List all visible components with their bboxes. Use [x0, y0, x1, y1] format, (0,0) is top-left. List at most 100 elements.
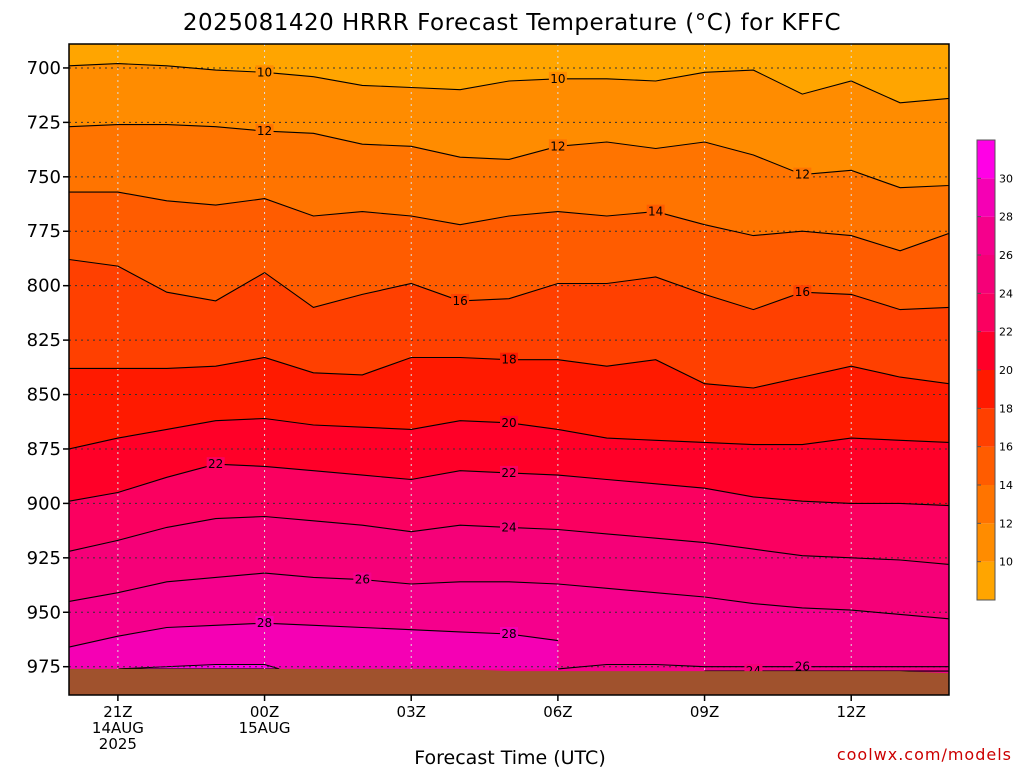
x-tick-label: 06Z — [543, 703, 572, 721]
contour-label-bg — [255, 65, 274, 79]
contour-label: 16 — [452, 294, 467, 308]
contour-label-bg — [793, 167, 812, 181]
temp-band-3 — [69, 192, 949, 310]
colorbar-bin — [977, 293, 995, 332]
y-tick-label: 925 — [27, 548, 61, 569]
contour-label: 14 — [648, 205, 663, 219]
contour-12 — [69, 124, 949, 189]
x-tick-label: 2025 — [99, 735, 137, 753]
contour-label-bg — [793, 285, 812, 299]
colorbar-bin — [977, 140, 995, 179]
temp-band-2 — [69, 124, 949, 251]
contour-label: 28 — [257, 616, 272, 630]
colorbar-tick-label: 30 — [999, 172, 1013, 185]
contour-label-bg — [500, 520, 518, 534]
contour-label: 28 — [501, 627, 516, 641]
colorbar-bin — [977, 561, 995, 600]
temp-band-1 — [69, 63, 949, 188]
x-tick-label: 00Z — [250, 703, 279, 721]
contour-label-bg — [500, 415, 518, 429]
colorbar-bin — [977, 408, 995, 447]
colorbar-bin — [977, 331, 995, 370]
chart-title: 2025081420 HRRR Forecast Temperature (°C… — [183, 10, 841, 36]
y-tick-label: 725 — [27, 112, 61, 133]
temp-band-7 — [69, 464, 949, 565]
temp-band-5 — [69, 357, 949, 449]
contour-label-bg — [500, 627, 518, 641]
colorbar-tick-label: 18 — [999, 402, 1013, 415]
colorbar-tick-label: 14 — [999, 479, 1013, 492]
contour-label: 22 — [501, 466, 516, 480]
colorbar: 10 12 14 16 18 20 22 24 26 28 30 — [976, 139, 1013, 601]
ground-surface — [69, 668, 949, 695]
temp-band-8 — [69, 516, 949, 619]
y-tick-label: 750 — [27, 167, 61, 188]
colorbar-tick-label: 22 — [999, 326, 1013, 339]
y-tick-label: 700 — [27, 58, 61, 79]
ground-layer — [69, 668, 949, 695]
colorbar-tick-label: 10 — [999, 556, 1013, 569]
contour-26 — [557, 663, 949, 670]
contour-26 — [69, 572, 949, 620]
plot-frame — [68, 43, 950, 696]
contour-label: 12 — [257, 124, 272, 138]
x-tick-label: 12Z — [837, 703, 866, 721]
y-tick-label: 950 — [27, 602, 61, 623]
contour-label-bg — [255, 124, 274, 138]
contour-28 — [69, 622, 558, 648]
contour-14 — [69, 191, 949, 252]
credit-text: coolwx.com/models — [837, 745, 1012, 764]
contour-label-bg — [646, 204, 665, 218]
x-tick-label: 21Z — [103, 703, 132, 721]
contour-label: 24 — [501, 520, 516, 534]
contour-label: 10 — [550, 72, 565, 86]
temp-band-6 — [69, 418, 949, 506]
temp-band-30-spot — [117, 664, 280, 670]
colorbar-bin — [977, 446, 995, 485]
contour-10 — [69, 63, 949, 104]
colorbar-tick-label: 26 — [999, 249, 1013, 262]
y-tick-label: 900 — [27, 493, 61, 514]
contour-label-bg — [500, 352, 518, 366]
x-tick-label: 03Z — [397, 703, 426, 721]
x-tick-label: 15AUG — [239, 719, 291, 737]
contour-label: 12 — [795, 168, 810, 182]
colorbar-tick-label: 28 — [999, 211, 1013, 224]
contour-label-bg — [451, 293, 470, 307]
contour-label-bg — [548, 139, 567, 153]
contour-label-bg — [206, 457, 225, 471]
x-tick-label: 14AUG — [92, 719, 144, 737]
contour-label-bg — [353, 572, 372, 586]
contour-label-bg — [255, 616, 274, 630]
contour-label: 12 — [550, 139, 565, 153]
y-tick-label: 975 — [27, 657, 61, 678]
temp-band-0 — [69, 44, 949, 103]
colorbar-tick-label: 12 — [999, 517, 1013, 530]
contour-label-bg — [500, 465, 518, 479]
temp-band-4 — [69, 259, 949, 388]
y-tick-label: 875 — [27, 439, 61, 460]
contour-label: 20 — [501, 416, 516, 430]
colorbar-tick-label: 24 — [999, 287, 1013, 300]
colorbar-bin — [977, 178, 995, 217]
y-axis: 700 725 750 775 800 825 850 875 900 925 950 975 — [27, 58, 69, 678]
y-tick-label: 775 — [27, 221, 61, 242]
colorbar-bin — [977, 370, 995, 409]
x-tick-label: 09Z — [690, 703, 719, 721]
y-tick-label: 825 — [27, 330, 61, 351]
contour-label: 26 — [355, 573, 370, 587]
x-axis-label: Forecast Time (UTC) — [414, 747, 605, 768]
temp-band-28-bubble — [69, 623, 558, 669]
contour-label: 26 — [795, 660, 810, 674]
contour-label: 22 — [208, 457, 223, 471]
contour-label: 18 — [501, 353, 516, 367]
y-tick-label: 850 — [27, 385, 61, 406]
colorbar-bin — [977, 216, 995, 255]
contour-label-bg — [548, 71, 567, 85]
colorbar-tick-label: 16 — [999, 441, 1013, 454]
temperature-fills — [69, 44, 949, 695]
